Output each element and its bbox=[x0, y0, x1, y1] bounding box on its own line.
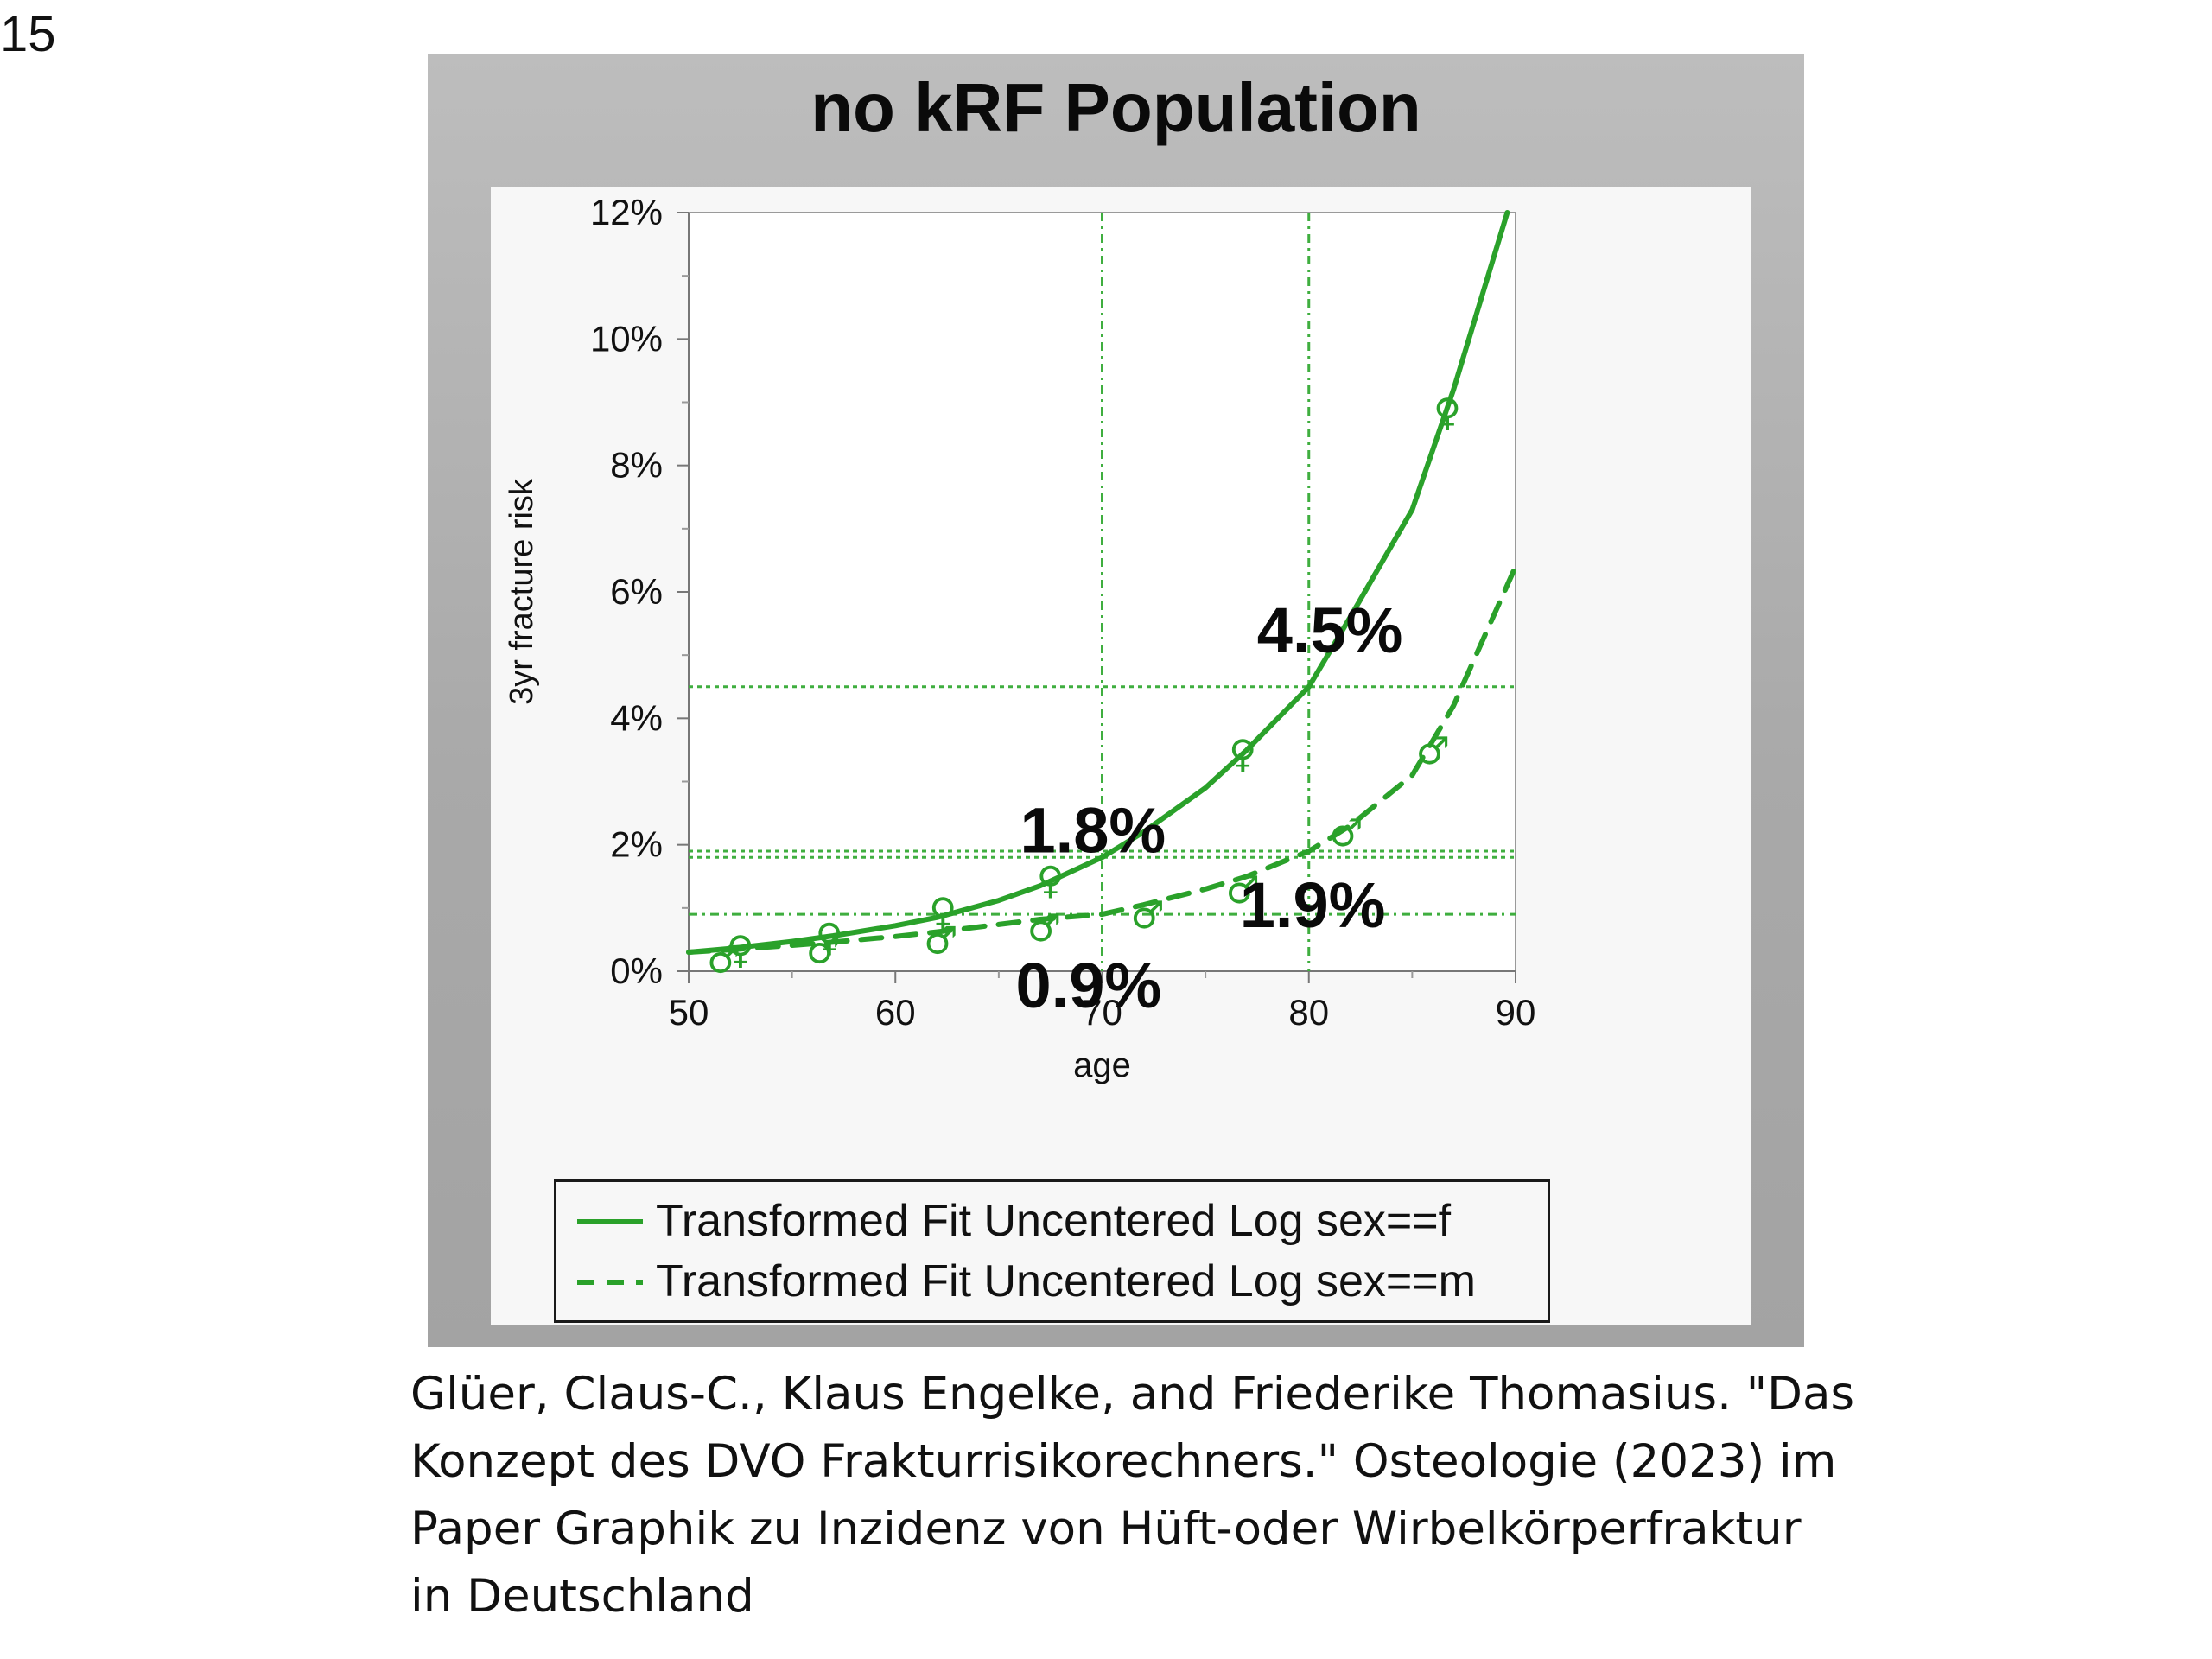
data-point-female: ♀ bbox=[929, 890, 957, 934]
x-tick-label: 60 bbox=[875, 992, 916, 1033]
y-tick-label: 8% bbox=[610, 445, 663, 486]
x-tick-label: 80 bbox=[1288, 992, 1329, 1033]
legend-label-male: Transformed Fit Uncentered Log sex==m bbox=[656, 1256, 1476, 1306]
legend-item-male: Transformed Fit Uncentered Log sex==m bbox=[556, 1253, 1550, 1310]
data-point-female: ♀ bbox=[1229, 733, 1256, 777]
x-tick-label: 70 bbox=[1082, 992, 1122, 1033]
data-point-male: ♂ bbox=[1130, 893, 1164, 938]
y-tick-label: 4% bbox=[610, 697, 663, 738]
chart-title: no kRF Population bbox=[810, 69, 1421, 146]
data-point-female: ♀ bbox=[1433, 391, 1461, 435]
data-point-male: ♂ bbox=[1027, 906, 1061, 950]
solid-line-swatch bbox=[577, 1219, 643, 1224]
citation-line: in Deutschland bbox=[410, 1570, 754, 1623]
legend-item-female: Transformed Fit Uncentered Log sex==f bbox=[556, 1192, 1550, 1249]
data-point-male: ♂ bbox=[1416, 729, 1450, 773]
line-chart: 3yr fracture risk age 0% 2% 4% 6% 8% 10% 12% 50… bbox=[504, 192, 1536, 1084]
y-tick-label: 10% bbox=[590, 318, 663, 359]
slide-number: 15 bbox=[0, 6, 56, 62]
citation-line: Paper Graphik zu Inzidenz von Hüft-oder … bbox=[410, 1503, 1802, 1555]
x-axis-label: age bbox=[1073, 1046, 1131, 1084]
data-label: 1.9% bbox=[1240, 869, 1386, 941]
data-point-female: ♀ bbox=[816, 916, 843, 960]
series-line-male bbox=[686, 563, 1518, 955]
dashed-line-swatch bbox=[577, 1280, 643, 1285]
data-label: 4.5% bbox=[1257, 594, 1403, 666]
y-tick-label: 2% bbox=[610, 824, 663, 865]
citation: Glüer, Claus-C., Klaus Engelke, and Frie… bbox=[410, 1361, 1879, 1630]
citation-line: Konzept des DVO Frakturrisikorechners." … bbox=[410, 1435, 1837, 1488]
x-tick-label: 50 bbox=[669, 992, 709, 1033]
x-tick-label: 90 bbox=[1496, 992, 1536, 1033]
y-tick-label: 6% bbox=[610, 571, 663, 612]
legend-label-female: Transformed Fit Uncentered Log sex==f bbox=[656, 1196, 1452, 1246]
y-axis-label: 3yr fracture risk bbox=[504, 478, 540, 705]
y-tick-label: 0% bbox=[610, 950, 663, 991]
chart-figure: no kRF Population 3yr fracture risk age … bbox=[428, 54, 1804, 1347]
data-point-male: ♂ bbox=[1225, 868, 1259, 912]
data-point-female: ♀ bbox=[1037, 859, 1065, 903]
data-point-male: ♂ bbox=[924, 918, 957, 963]
data-point-female: ♀ bbox=[727, 928, 754, 972]
data-label: 0.9% bbox=[1016, 950, 1162, 1021]
data-point-male: ♂ bbox=[707, 938, 741, 982]
plot-panel: 3yr fracture risk age 0% 2% 4% 6% 8% 10% 12% 50… bbox=[491, 187, 1751, 1325]
data-label: 1.8% bbox=[1020, 794, 1166, 866]
series-line-female bbox=[686, 210, 1510, 955]
chart-legend: Transformed Fit Uncentered Log sex==f Tr… bbox=[554, 1179, 1550, 1323]
citation-line: Glüer, Claus-C., Klaus Engelke, and Frie… bbox=[410, 1368, 1855, 1421]
data-point-male: ♂ bbox=[806, 928, 840, 972]
y-tick-label: 12% bbox=[590, 192, 663, 232]
data-point-male: ♂ bbox=[1329, 811, 1363, 855]
